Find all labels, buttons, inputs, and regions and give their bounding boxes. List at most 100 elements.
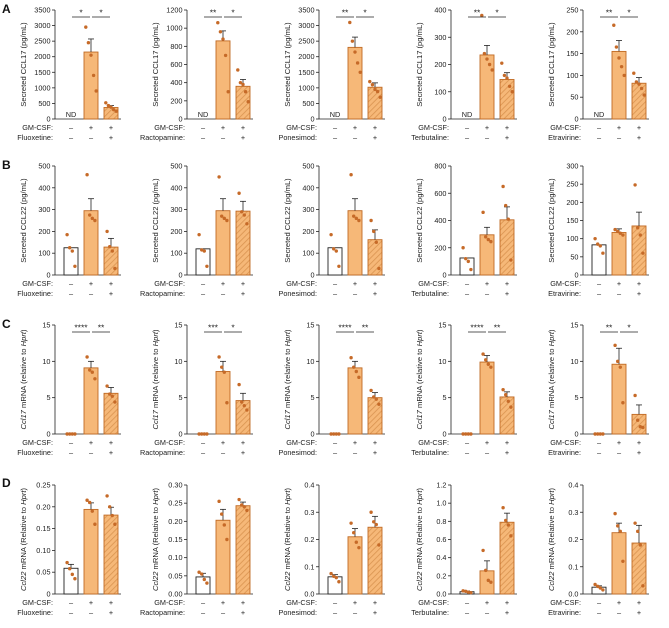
data-point — [242, 505, 246, 509]
bar — [631, 82, 647, 120]
gmcsf-sign: + — [617, 123, 621, 132]
y-tick-label: 1000 — [166, 24, 182, 33]
y-tick-label: 0 — [574, 271, 578, 280]
chart-panel-d-2: 0.00 0.05 0.10 0.15 0.20 0.25 0.30 Ccl22 mRNA (… — [140, 481, 253, 617]
gmcsf-row-label: GM-CSF: — [154, 279, 185, 288]
gmcsf-sign: + — [373, 123, 377, 132]
data-point — [596, 584, 600, 589]
data-point — [354, 216, 358, 221]
bar — [479, 54, 495, 120]
y-axis-label: Ccl22 mRNA (Relative to Hprt) — [415, 488, 424, 591]
data-point — [461, 246, 465, 250]
data-point — [113, 400, 117, 404]
significance-label: ** — [98, 323, 105, 333]
drug-sign: – — [333, 608, 338, 617]
gmcsf-sign: + — [221, 598, 225, 607]
data-point — [88, 368, 92, 372]
drug-row-label: Etravirine: — [548, 608, 581, 617]
significance-label: ** — [606, 8, 613, 18]
data-point — [202, 432, 206, 436]
y-tick-label: 0.3 — [568, 508, 578, 517]
gmcsf-sign: – — [465, 438, 470, 447]
drug-row-label: Fluoxetine: — [17, 289, 53, 298]
drug-sign: + — [373, 448, 377, 457]
data-point — [105, 384, 109, 388]
data-point — [106, 103, 111, 108]
data-point — [481, 352, 485, 356]
data-point — [633, 521, 637, 525]
bar — [611, 232, 627, 276]
y-axis-label: Secreted CCL22 (pg/mL) — [547, 178, 556, 263]
y-tick-label: 5 — [574, 393, 578, 402]
gmcsf-row-label: GM-CSF: — [154, 123, 185, 132]
bar — [499, 79, 515, 120]
data-point — [352, 214, 356, 218]
drug-sign: – — [465, 289, 470, 298]
data-point — [205, 432, 209, 436]
data-point — [509, 258, 513, 262]
data-point — [245, 222, 249, 226]
y-tick-label: 250 — [566, 180, 578, 189]
data-point — [501, 184, 505, 189]
y-tick-label: 2500 — [34, 37, 50, 46]
drug-row-label: Fluoxetine: — [17, 608, 53, 617]
significance-label: * — [231, 8, 235, 18]
data-point — [243, 90, 248, 94]
data-point — [225, 218, 229, 223]
drug-row-label: Ractopamine: — [140, 448, 185, 457]
data-point — [355, 61, 360, 65]
data-point — [226, 90, 230, 94]
data-point — [621, 233, 625, 237]
data-point — [348, 20, 352, 25]
y-tick-label: 100 — [566, 71, 578, 80]
drug-sign: + — [241, 289, 245, 298]
data-point — [613, 511, 617, 516]
data-point — [197, 232, 201, 237]
drug-sign: + — [241, 608, 245, 617]
drug-sign: – — [333, 289, 338, 298]
data-point — [504, 518, 508, 523]
data-point — [65, 232, 69, 237]
bar — [103, 514, 119, 595]
data-point — [88, 213, 92, 217]
data-point — [616, 229, 620, 234]
drug-sign: – — [89, 133, 94, 142]
y-tick-label: 0.0 — [568, 590, 578, 599]
gmcsf-sign: – — [69, 279, 74, 288]
data-point — [614, 45, 619, 49]
gmcsf-row-label: GM-CSF: — [418, 438, 449, 447]
gmcsf-row-label: GM-CSF: — [418, 123, 449, 132]
data-point — [638, 543, 642, 547]
data-point — [601, 432, 605, 436]
gmcsf-sign: – — [333, 598, 338, 607]
data-point — [369, 388, 373, 393]
gmcsf-sign: + — [109, 123, 113, 132]
data-point — [332, 247, 336, 251]
drug-sign: + — [505, 289, 509, 298]
y-tick-label: 0.0 — [436, 590, 446, 599]
gmcsf-sign: – — [201, 279, 206, 288]
y-tick-label: 500 — [38, 99, 50, 108]
data-point — [237, 382, 241, 387]
data-point — [241, 82, 245, 87]
drug-sign: + — [241, 448, 245, 457]
y-tick-label: 250 — [566, 6, 578, 15]
data-point — [217, 355, 221, 359]
data-point — [593, 236, 597, 241]
gmcsf-sign: + — [373, 438, 377, 447]
y-tick-label: 5 — [46, 393, 50, 402]
data-point — [90, 509, 95, 513]
y-tick-label: 5 — [310, 393, 314, 402]
data-point — [466, 590, 470, 594]
bar — [591, 244, 607, 276]
data-point — [85, 498, 89, 502]
y-tick-label: 1200 — [166, 6, 182, 15]
gmcsf-sign: – — [69, 598, 74, 607]
data-point — [246, 100, 250, 104]
drug-sign: – — [465, 608, 470, 617]
data-point — [354, 540, 358, 544]
y-tick-label: 0.10 — [36, 546, 50, 555]
gmcsf-sign: + — [617, 279, 621, 288]
